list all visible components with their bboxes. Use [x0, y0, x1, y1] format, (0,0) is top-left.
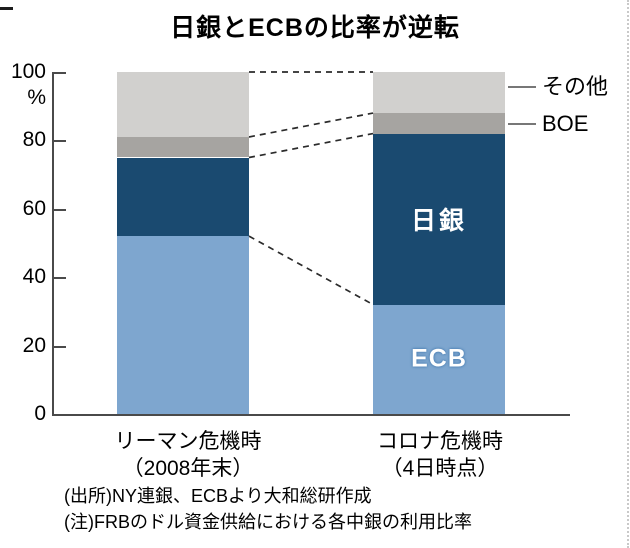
chart-title: 日銀とECBの比率が逆転	[170, 14, 460, 42]
bar-segment-label-日銀: 日銀	[410, 207, 467, 236]
y-tick-label: 100	[10, 60, 46, 83]
annotation-leader-line-その他	[508, 86, 536, 88]
bar-segment-その他	[373, 72, 505, 114]
connector-line	[248, 112, 374, 138]
connector-line	[248, 132, 374, 159]
y-axis-unit-label: %	[27, 86, 46, 109]
y-axis-line	[52, 72, 54, 416]
page-edge-dotted-border	[627, 0, 629, 548]
annotation-label-その他: その他	[542, 74, 609, 99]
y-tick-label: 20	[22, 334, 46, 357]
y-tick-label: 80	[22, 128, 46, 151]
bar-segment-日銀	[117, 157, 249, 237]
x-category-label-lehman: リーマン危機時	[114, 430, 262, 453]
bar-segment-label-ECB: ECB	[411, 344, 467, 373]
y-tick	[52, 140, 66, 142]
y-tick	[52, 346, 66, 348]
bar-segment-ECB: ECB	[373, 304, 505, 414]
y-tick-label: 40	[22, 265, 46, 288]
annotation-label-BOE: BOE	[542, 111, 589, 136]
bar-segment-BOE	[117, 136, 249, 158]
method-note: (注)FRBのドル資金供給における各中銀の利用比率	[64, 512, 472, 532]
page-edge-artifact	[0, 7, 13, 10]
y-tick-label: 60	[22, 197, 46, 220]
connector-line	[248, 235, 374, 306]
x-axis-line	[52, 414, 570, 416]
y-tick	[52, 209, 66, 211]
annotation-leader-line-BOE	[508, 123, 536, 125]
x-category-sublabel-corona: （4日時点）	[381, 457, 499, 480]
bar-segment-その他	[117, 72, 249, 137]
y-tick	[52, 72, 66, 74]
y-tick-label: 0	[34, 402, 46, 425]
bar-segment-日銀: 日銀	[373, 133, 505, 305]
bar-segment-BOE	[373, 113, 505, 134]
x-category-sublabel-lehman: （2008年末）	[122, 457, 254, 480]
source-note: (出所)NY連銀、ECBより大和総研作成	[64, 486, 372, 506]
y-tick	[52, 277, 66, 279]
bar-segment-ECB	[117, 236, 249, 414]
x-category-label-corona: コロナ危機時	[377, 430, 503, 453]
